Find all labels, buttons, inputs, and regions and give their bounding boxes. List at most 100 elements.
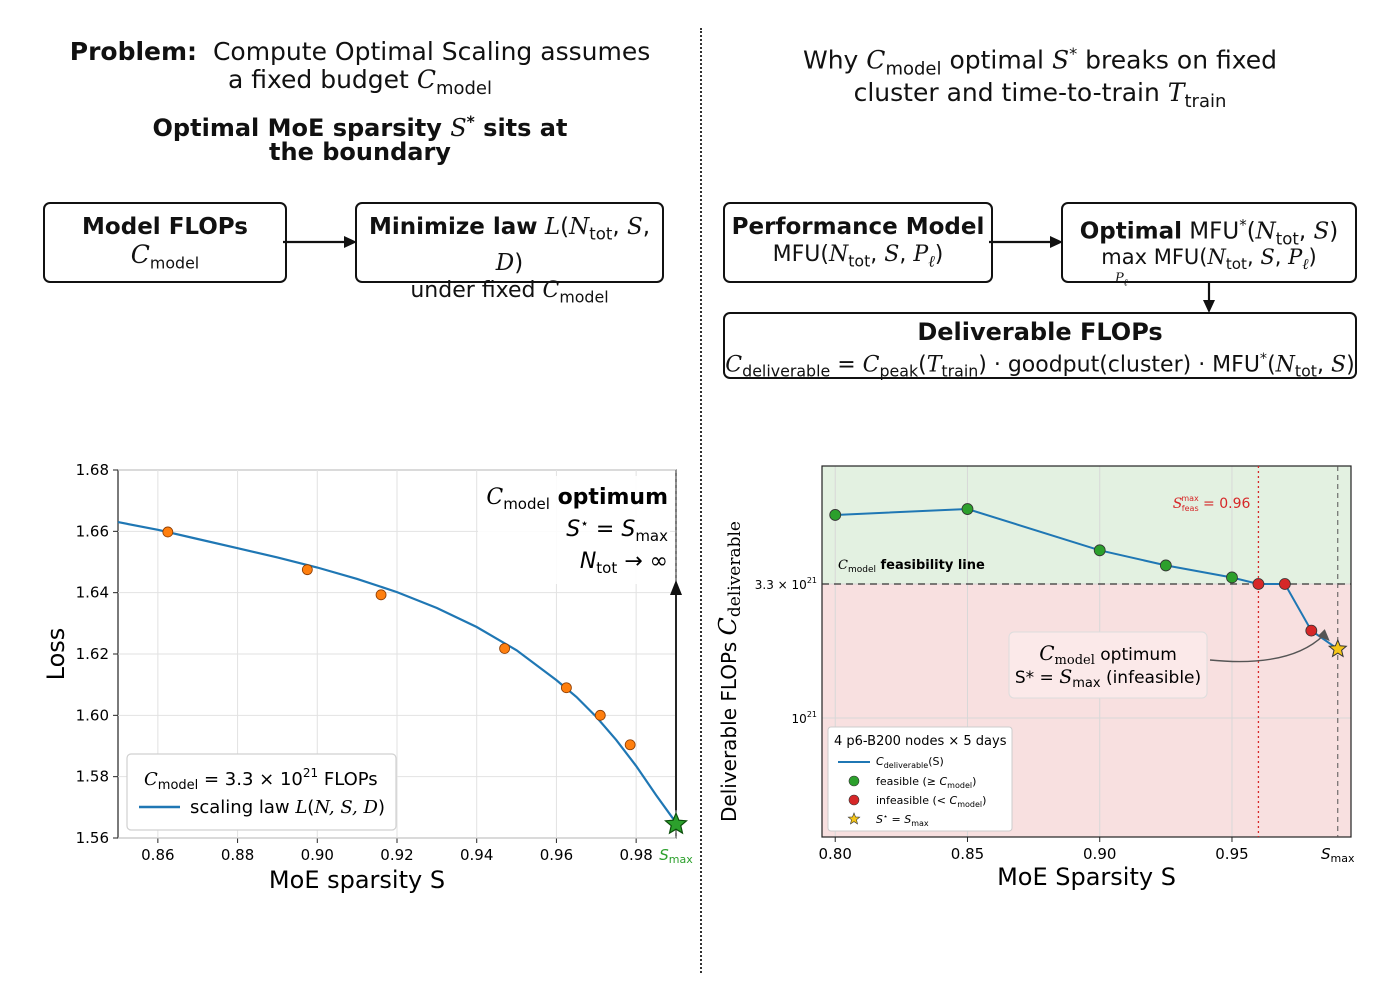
model-flops-symbol: Cmodel [130, 240, 200, 273]
left-title-rest: Compute Optimal Scaling assumes [212, 37, 651, 66]
y-axis-label: Deliverable FLOPs Cdeliverable [714, 521, 745, 822]
y-tick-label: 1.64 [76, 584, 109, 602]
left-title-line2: a fixed budget [227, 65, 409, 94]
infinity-arrow-head [670, 580, 682, 595]
deliverable-flops-box: Deliverable FLOPs Cdeliverable = Cpeak(T… [723, 312, 1357, 381]
legend-swatch-star [847, 812, 861, 825]
y-tick-label: 1.56 [76, 829, 109, 847]
minimize-law-label: Minimize law [368, 214, 538, 240]
infeasible-point [1252, 578, 1265, 590]
smax-tick-label: Smax [659, 846, 693, 866]
left-title-bold: Problem: [69, 37, 198, 66]
plot-area [821, 465, 1352, 838]
y-tick-label: 1.62 [76, 645, 109, 663]
legend-box [827, 726, 1013, 832]
x-tick-label: 0.98 [619, 846, 652, 864]
goodput-text: · goodput(cluster) · MFU [993, 352, 1260, 378]
legend-entry-budget: Cmodel = 3.3 × 1021 FLOPs [144, 766, 378, 793]
x-tick-label: 0.90 [301, 846, 334, 864]
optimum-star [1327, 638, 1348, 658]
x-tick-label: 0.88 [221, 846, 254, 864]
legend-entry-infeasible: infeasible (< Cmodel) [876, 794, 986, 809]
right-title-line2: cluster and time-to-train [853, 78, 1160, 108]
model-flops-label: Model FLOPs [82, 214, 248, 240]
x-tick-label: 0.94 [460, 846, 493, 864]
sfeas-max-label: Smax feas = 0.96 [1173, 494, 1251, 513]
x-tick-label: 0.80 [819, 845, 852, 863]
annotation-arrow-head [1317, 629, 1330, 642]
sample-point [162, 526, 174, 538]
deliverable-flops-chart: 0.80 0.85 0.90 0.95 3.3 × 1021 1021 Smax Cmodel… [714, 465, 1355, 891]
x-tick-label: 0.95 [1215, 845, 1248, 863]
y-axis-label: Loss [42, 628, 70, 681]
right-title-mid: optimal [949, 45, 1044, 75]
annotation-line3: Ntot → ∞ [580, 549, 668, 577]
legend-box [126, 753, 397, 831]
sample-point [375, 589, 387, 601]
right-title-pre: Why [802, 45, 859, 75]
y-tick-label-feas: 3.3 × 1021 [755, 576, 817, 592]
sample-point [624, 739, 636, 751]
performance-model-box: Performance Model MFU(Ntot, S, Pℓ) [723, 202, 993, 283]
annotation-bg [1008, 631, 1208, 699]
feasible-point [1226, 571, 1238, 584]
legend-entry-feasible: feasible (≥ Cmodel) [876, 775, 976, 790]
feasible-point [1159, 559, 1172, 572]
model-flops-box: Model FLOPs Cmodel [43, 202, 287, 283]
legend-entry-curve: scaling law L(N, S, D) [190, 797, 385, 818]
legend-title: 4 p6-B200 nodes × 5 days [834, 734, 1007, 749]
feasible-point [829, 509, 842, 521]
y-tick-label: 1.58 [76, 768, 109, 786]
sample-point [560, 682, 572, 694]
left-title: Problem: Compute Optimal Scaling assumes… [69, 37, 651, 100]
legend-swatch-infeasible [848, 794, 860, 806]
left-flow-arrow [283, 236, 357, 248]
right-flow-arrow [989, 236, 1063, 248]
feasible-point [961, 503, 974, 515]
annotation-line1: Cmodel optimum [486, 485, 668, 513]
sample-point [594, 709, 606, 721]
annotation-line2: S* = Smax (infeasible) [1015, 666, 1201, 691]
under-fixed-label: under fixed [410, 277, 536, 303]
down-flow-arrow [1203, 281, 1215, 313]
infeasible-point [1278, 578, 1291, 590]
legend-entry-star: S⋆ = Smax [876, 812, 929, 828]
annotation-line2: S⋆ = Smax [566, 516, 668, 545]
y-tick-label: 1.66 [76, 522, 109, 540]
loss-vs-sparsity-chart: 0.86 0.88 0.90 0.92 0.94 0.96 0.98 1.56 1.58 1.60… [42, 461, 693, 894]
optimum-star [664, 811, 688, 835]
right-title-post: breaks on fixed [1085, 45, 1278, 75]
x-tick-label: 0.85 [951, 845, 984, 863]
left-subtitle: Optimal MoE sparsity S* sits at the boun… [40, 110, 680, 164]
minimize-law-box: Minimize law L(Ntot, S, D) under fixed C… [355, 202, 664, 306]
annotation-line1: Cmodel optimum [1039, 641, 1177, 668]
y-tick-label: 1.68 [76, 461, 109, 479]
legend-entry-curve: Cdeliverable(S) [876, 755, 944, 770]
annotation-bg [478, 476, 670, 584]
right-title: Why Cmodel optimal S* breaks on fixed cl… [802, 44, 1278, 113]
left-subtitle-line1: Optimal MoE sparsity [152, 114, 442, 142]
left-subtitle-line1b: sits at [483, 114, 568, 142]
x-tick-label: 0.96 [540, 846, 573, 864]
feasible-point [1093, 544, 1106, 557]
panel-divider [700, 28, 702, 973]
x-axis-label: MoE Sparsity S [997, 863, 1176, 891]
legend-swatch-feasible [848, 775, 860, 787]
y-tick-label-1e21: 1021 [792, 710, 817, 726]
feasibility-label: Cmodel feasibility line [838, 558, 985, 575]
left-subtitle-line2: the boundary [269, 138, 451, 166]
annotation-arrow [1209, 634, 1325, 663]
y-tick-label: 1.60 [76, 706, 109, 724]
deliverable-flops-label: Deliverable FLOPs [917, 318, 1163, 346]
sample-point [301, 564, 313, 576]
feasible-region [822, 466, 1351, 584]
infeasible-point [1305, 624, 1318, 637]
sample-point [499, 643, 511, 654]
performance-model-label: Performance Model [731, 214, 985, 240]
smax-tick-label: Smax [1321, 845, 1355, 865]
x-axis-label: MoE sparsity S [269, 866, 445, 894]
optimal-label: Optimal [1079, 218, 1182, 245]
x-tick-label: 0.86 [141, 846, 174, 864]
optimal-mfu-box: Optimal MFU*(Ntot, S) max MFU(Ntot, S, P… [1061, 202, 1357, 289]
x-tick-label: 0.92 [380, 846, 413, 864]
